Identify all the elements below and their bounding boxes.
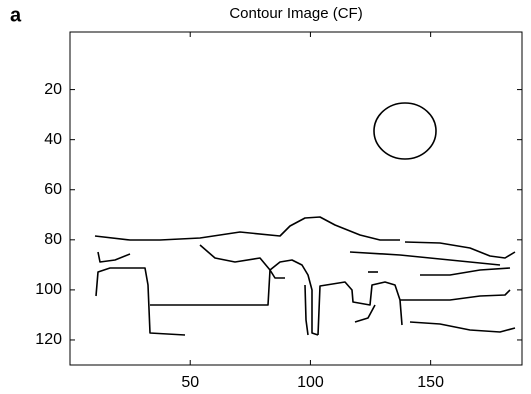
y-tick-label: 120: [35, 331, 62, 348]
x-tick-label: 150: [417, 374, 444, 391]
panel-label: a: [10, 4, 22, 26]
background: [0, 0, 531, 394]
y-tick-label: 40: [44, 131, 62, 148]
chart: a Contour Image (CF) 50 100 150 20 40 60 80 100…: [0, 0, 531, 394]
y-tick-label: 100: [35, 281, 62, 298]
x-tick-label: 100: [297, 374, 324, 391]
chart-title: Contour Image (CF): [229, 5, 362, 22]
y-tick-label: 60: [44, 181, 62, 198]
y-tick-label: 20: [44, 81, 62, 98]
y-tick-label: 80: [44, 231, 62, 248]
x-tick-label: 50: [181, 374, 199, 391]
